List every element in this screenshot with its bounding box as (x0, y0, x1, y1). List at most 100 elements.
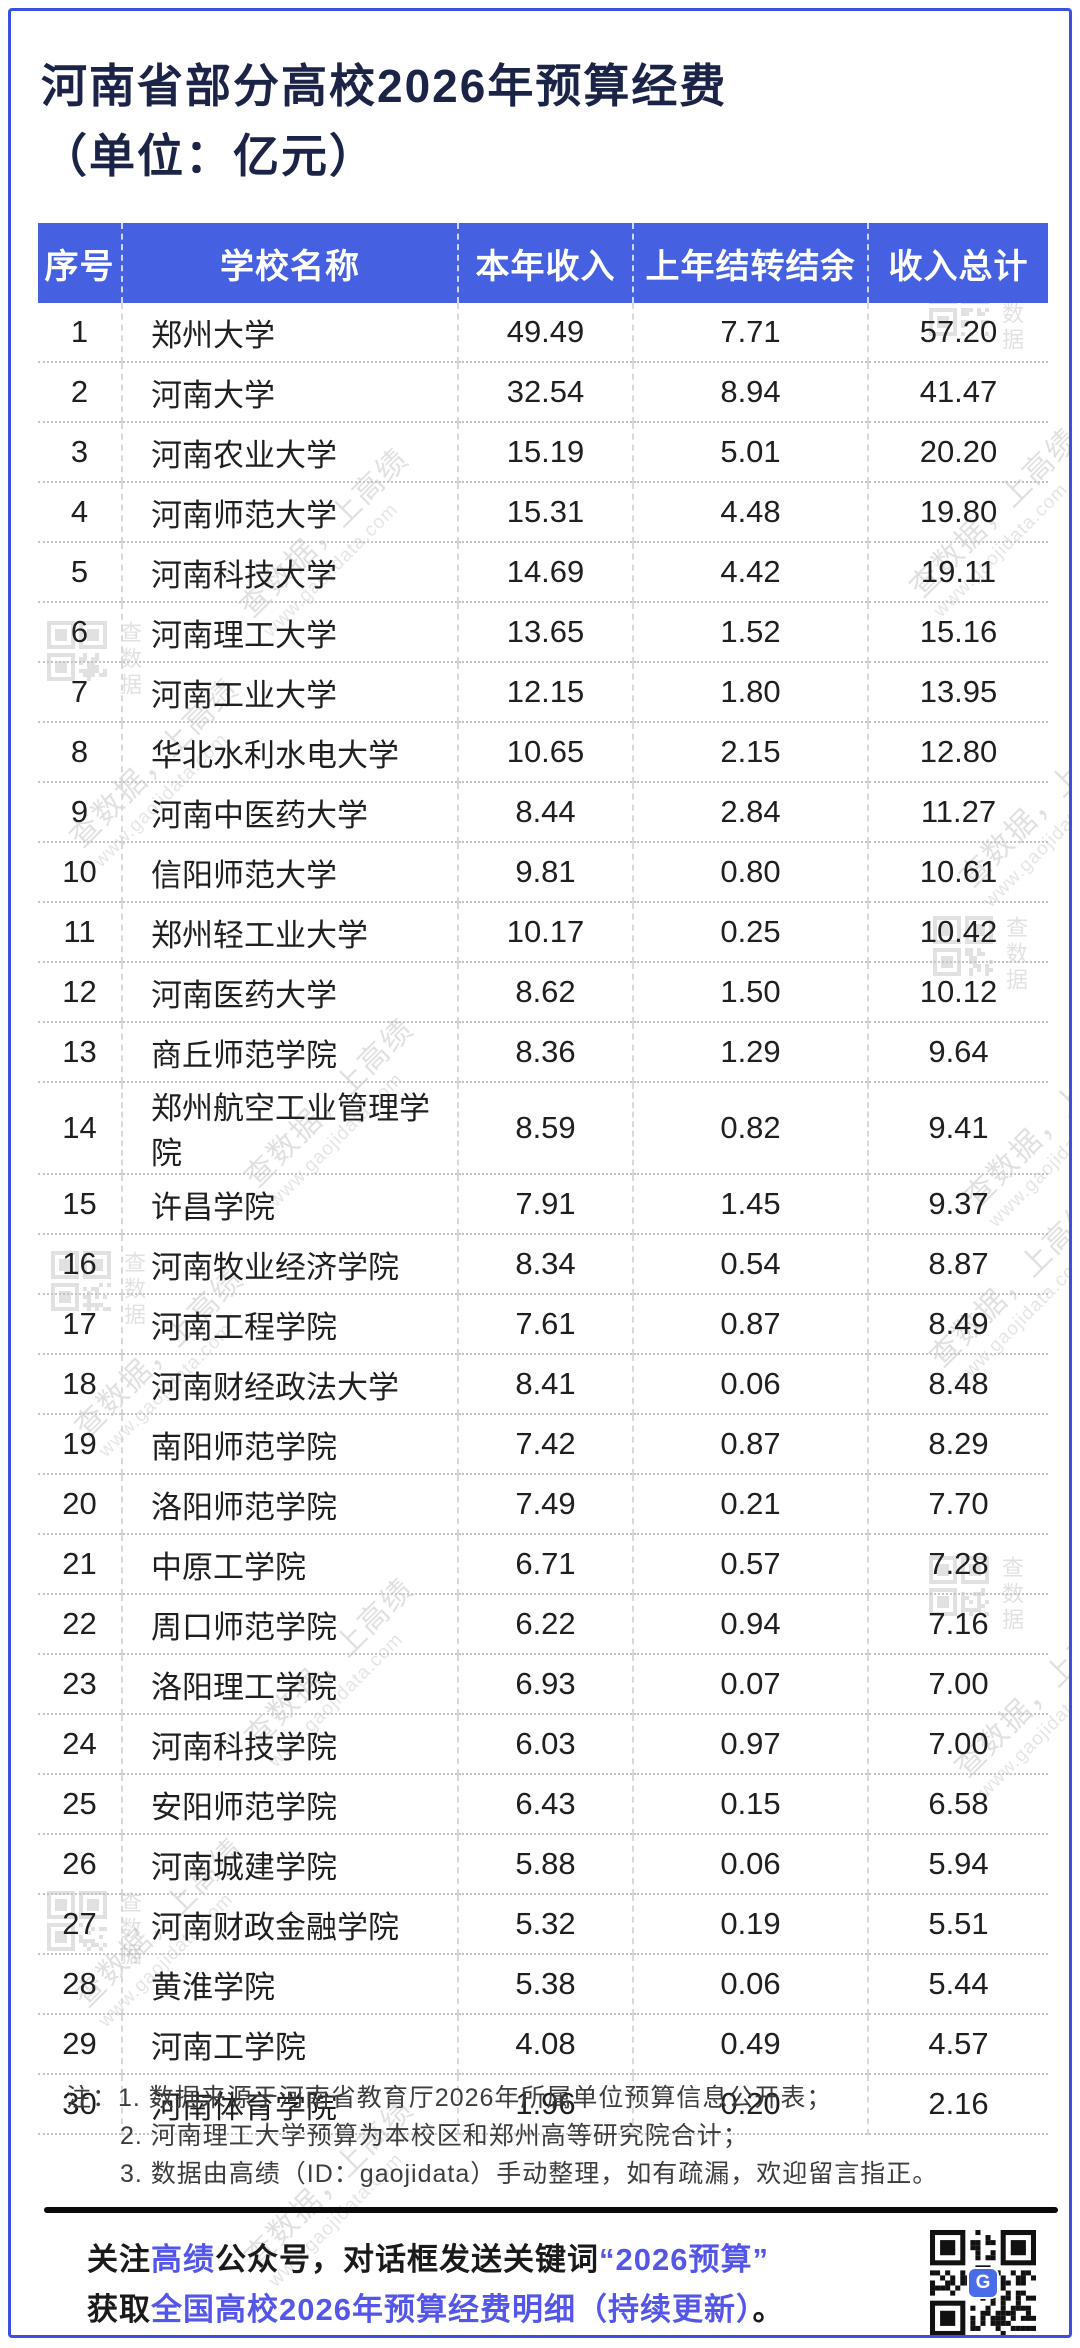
cell-current-income: 1.96 (457, 2074, 633, 2135)
cell-total-income: 5.94 (867, 1834, 1048, 1895)
table-row: 9 河南中医药大学 8.44 2.84 11.27 (38, 782, 1048, 843)
cell-carryover: 8.94 (632, 362, 868, 423)
cell-carryover: 0.87 (632, 1294, 868, 1355)
cell-carryover: 0.15 (632, 1774, 868, 1835)
cell-school-name: 郑州轻工业大学 (121, 902, 458, 963)
cell-total-income: 5.51 (867, 1894, 1048, 1955)
footer-line-1: 关注高绩公众号，对话框发送关键词“2026预算” (87, 2235, 784, 2285)
cell-total-income: 8.87 (867, 1234, 1048, 1295)
cell-total-income: 8.48 (867, 1354, 1048, 1415)
footer-text-segment: 高绩 (151, 2242, 215, 2277)
cell-carryover: 1.52 (632, 602, 868, 663)
cell-index: 16 (38, 1234, 122, 1295)
cell-school-name: 河南科技学院 (121, 1714, 458, 1775)
table-header: 序号 学校名称 本年收入 上年结转结余 收入总计 (38, 223, 1048, 303)
cell-current-income: 7.61 (457, 1294, 633, 1355)
cell-current-income: 5.38 (457, 1954, 633, 2015)
footer-text-segment: “2026预算” (599, 2242, 769, 2277)
table-row: 23 洛阳理工学院 6.93 0.07 7.00 (38, 1654, 1048, 1715)
table-row: 30 河南体育学院 1.96 0.20 2.16 (38, 2074, 1048, 2135)
cell-current-income: 6.71 (457, 1534, 633, 1595)
notes-section: 注： 1. 数据来源于河南省教育厅2026年所属单位预算信息公开表； 2. 河南… (66, 2079, 938, 2193)
table-row: 25 安阳师范学院 6.43 0.15 6.58 (38, 1774, 1048, 1835)
cell-index: 27 (38, 1894, 122, 1955)
table-row: 26 河南城建学院 5.88 0.06 5.94 (38, 1834, 1048, 1895)
table-row: 22 周口师范学院 6.22 0.94 7.16 (38, 1594, 1048, 1655)
cell-total-income: 9.64 (867, 1022, 1048, 1083)
cell-current-income: 7.49 (457, 1474, 633, 1535)
cell-school-name: 河南财政金融学院 (121, 1894, 458, 1955)
table-body: 1 郑州大学 49.49 7.71 57.20 2 河南大学 32.54 8.94 41.47 3 河… (38, 303, 1048, 2135)
table-row: 27 河南财政金融学院 5.32 0.19 5.51 (38, 1894, 1048, 1955)
cell-total-income: 8.49 (867, 1294, 1048, 1355)
footer-divider (44, 2207, 1058, 2213)
cell-carryover: 0.97 (632, 1714, 868, 1775)
col-header-total-income: 收入总计 (867, 223, 1048, 303)
cell-index: 26 (38, 1834, 122, 1895)
cell-index: 12 (38, 962, 122, 1023)
cell-school-name: 中原工学院 (121, 1534, 458, 1595)
cell-index: 5 (38, 542, 122, 603)
cell-carryover: 0.07 (632, 1654, 868, 1715)
cell-current-income: 7.91 (457, 1174, 633, 1235)
cell-total-income: 15.16 (867, 602, 1048, 663)
table-row: 20 洛阳师范学院 7.49 0.21 7.70 (38, 1474, 1048, 1535)
footer-text-segment: 全国高校2026年预算经费明细（持续更新） (151, 2292, 753, 2327)
note-line: 2. 河南理工大学预算为本校区和郑州高等研究院合计； (66, 2117, 938, 2155)
table-row: 19 南阳师范学院 7.42 0.87 8.29 (38, 1414, 1048, 1475)
cell-carryover: 5.01 (632, 422, 868, 483)
table-row: 4 河南师范大学 15.31 4.48 19.80 (38, 482, 1048, 543)
table-row: 5 河南科技大学 14.69 4.42 19.11 (38, 542, 1048, 603)
cell-index: 6 (38, 602, 122, 663)
cell-total-income: 20.20 (867, 422, 1048, 483)
table-row: 1 郑州大学 49.49 7.71 57.20 (38, 303, 1048, 363)
cell-current-income: 13.65 (457, 602, 633, 663)
cell-current-income: 10.17 (457, 902, 633, 963)
table-row: 13 商丘师范学院 8.36 1.29 9.64 (38, 1022, 1048, 1083)
cell-school-name: 洛阳师范学院 (121, 1474, 458, 1535)
cell-total-income: 9.37 (867, 1174, 1048, 1235)
table-row: 15 许昌学院 7.91 1.45 9.37 (38, 1174, 1048, 1235)
cell-school-name: 河南体育学院 (121, 2074, 458, 2135)
cell-carryover: 7.71 (632, 303, 868, 363)
cell-current-income: 15.19 (457, 422, 633, 483)
cell-current-income: 9.81 (457, 842, 633, 903)
cell-index: 19 (38, 1414, 122, 1475)
cell-index: 11 (38, 902, 122, 963)
cell-school-name: 河南中医药大学 (121, 782, 458, 843)
footer-text-segment: 关注 (87, 2242, 151, 2277)
cell-school-name: 商丘师范学院 (121, 1022, 458, 1083)
cell-current-income: 5.88 (457, 1834, 633, 1895)
cell-index: 25 (38, 1774, 122, 1835)
cell-school-name: 郑州航空工业管理学院 (121, 1082, 458, 1175)
col-header-carryover: 上年结转结余 (632, 223, 868, 303)
cell-total-income: 57.20 (867, 303, 1048, 363)
cell-index: 22 (38, 1594, 122, 1655)
cell-school-name: 华北水利水电大学 (121, 722, 458, 783)
cell-total-income: 7.00 (867, 1654, 1048, 1715)
cell-school-name: 周口师范学院 (121, 1594, 458, 1655)
cell-total-income: 7.28 (867, 1534, 1048, 1595)
table-row: 7 河南工业大学 12.15 1.80 13.95 (38, 662, 1048, 723)
table-row: 6 河南理工大学 13.65 1.52 15.16 (38, 602, 1048, 663)
cell-current-income: 49.49 (457, 303, 633, 363)
table-row: 16 河南牧业经济学院 8.34 0.54 8.87 (38, 1234, 1048, 1295)
cell-index: 10 (38, 842, 122, 903)
table-row: 24 河南科技学院 6.03 0.97 7.00 (38, 1714, 1048, 1775)
col-header-current-income: 本年收入 (457, 223, 633, 303)
cell-index: 9 (38, 782, 122, 843)
cell-current-income: 8.44 (457, 782, 633, 843)
cell-carryover: 0.49 (632, 2014, 868, 2075)
cell-carryover: 0.06 (632, 1954, 868, 2015)
cell-carryover: 4.42 (632, 542, 868, 603)
budget-table-container: 序号 学校名称 本年收入 上年结转结余 收入总计 1 郑州大学 49.49 7.71 5… (38, 223, 1048, 2135)
note-line: 注： 1. 数据来源于河南省教育厅2026年所属单位预算信息公开表； (66, 2079, 938, 2117)
note-item-1: 1. 数据来源于河南省教育厅2026年所属单位预算信息公开表； (118, 2084, 833, 2112)
cell-current-income: 6.03 (457, 1714, 633, 1775)
cell-total-income: 11.27 (867, 782, 1048, 843)
footer-text-segment: 。 (752, 2292, 785, 2327)
cell-carryover: 0.57 (632, 1534, 868, 1595)
cell-current-income: 6.43 (457, 1774, 633, 1835)
cell-carryover: 2.84 (632, 782, 868, 843)
cell-current-income: 10.65 (457, 722, 633, 783)
